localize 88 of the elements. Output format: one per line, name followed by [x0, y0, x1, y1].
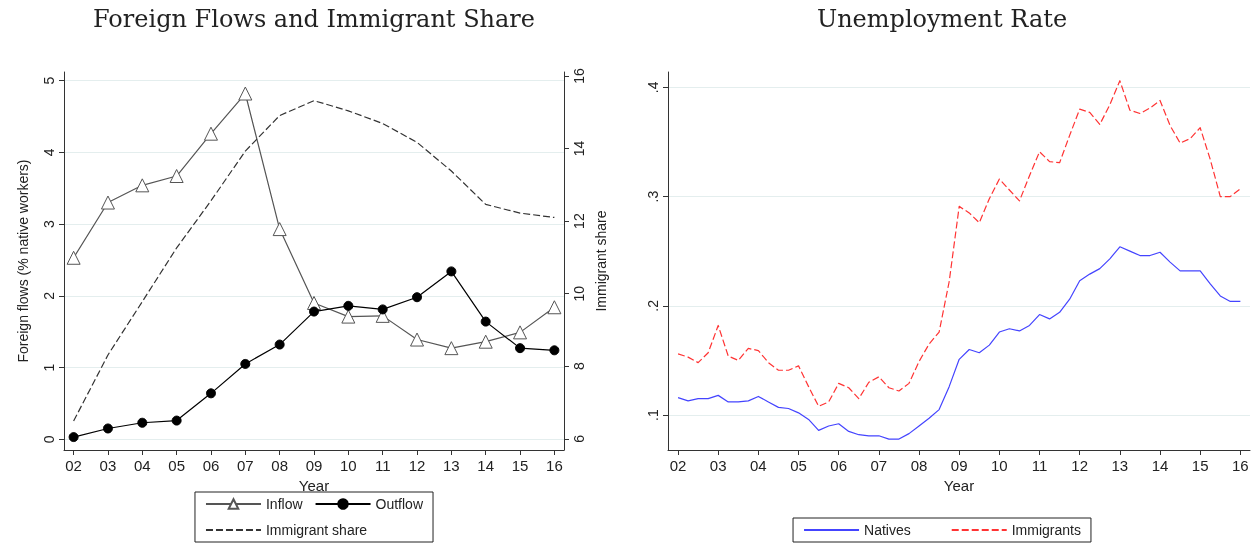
legend-label: Immigrant share [265, 522, 368, 538]
point [515, 343, 526, 354]
x-tick-label: 09 [305, 457, 323, 474]
point [309, 306, 319, 317]
chart-title: Foreign Flows and Immigrant Share [92, 5, 536, 33]
x-tick-label: 16 [546, 457, 563, 474]
x-tick-label: 02 [669, 457, 687, 474]
x-tick-label: 08 [271, 457, 288, 474]
legend-label: Natives [864, 522, 911, 538]
x-tick-label: 05 [790, 457, 807, 474]
x-tick-label: 14 [477, 457, 495, 474]
x-tick-label: 10 [340, 457, 357, 474]
point [205, 388, 216, 399]
y-tick-label: .2 [645, 299, 661, 312]
x-tick-label: 06 [202, 457, 220, 474]
x-tick-label: 12 [408, 457, 426, 474]
point [100, 195, 115, 210]
x-tick-label: 10 [991, 457, 1008, 474]
line-series [677, 80, 1241, 407]
x-tick-label: 07 [870, 457, 888, 474]
point [412, 292, 423, 303]
y-tick-label: .1 [645, 408, 661, 421]
x-tick-label: 16 [1232, 457, 1249, 474]
y-tick-label: .3 [645, 190, 661, 203]
point [68, 432, 79, 443]
point [480, 316, 491, 327]
x-tick-label: 15 [1191, 457, 1209, 474]
x-tick-label: 04 [133, 457, 151, 474]
line-series [677, 246, 1241, 440]
point [444, 341, 459, 356]
x-tick-label: 03 [99, 457, 117, 474]
y-tick-label: 3 [41, 219, 57, 228]
point [377, 304, 388, 315]
point [547, 300, 562, 315]
legend-label: Immigrants [1011, 522, 1081, 538]
x-axis-title: Year [298, 476, 330, 494]
y-tick-label: 2 [41, 291, 57, 300]
y2-tick-label: 8 [571, 362, 587, 371]
y2-tick-label: 14 [571, 140, 587, 157]
point [274, 339, 285, 350]
y-tick-label: .4 [645, 81, 661, 94]
point [446, 266, 457, 277]
x-axis-title: Year [943, 476, 975, 494]
legend-label: Inflow [265, 496, 304, 512]
legend-label: Outflow [375, 496, 424, 512]
chart-title: Unemployment Rate [816, 5, 1068, 33]
line-series [73, 100, 555, 422]
x-tick-label: 02 [65, 457, 82, 474]
y-tick-label: 1 [41, 363, 57, 372]
point [169, 169, 184, 183]
point [203, 126, 218, 141]
y2-tick-label: 6 [571, 434, 587, 443]
x-tick-label: 13 [1111, 457, 1129, 474]
x-tick-label: 11 [1031, 457, 1048, 474]
point [343, 300, 354, 311]
x-tick-label: 11 [374, 457, 391, 474]
point [137, 417, 148, 428]
point [102, 423, 113, 434]
point [135, 178, 150, 193]
x-tick-label: 15 [511, 457, 529, 474]
point [272, 222, 287, 237]
x-tick-label: 08 [910, 457, 928, 474]
y-tick-label: 5 [41, 76, 57, 85]
y2-tick-label: 10 [571, 285, 587, 302]
point [238, 86, 253, 101]
y2-axis-title: Immigrant share [592, 210, 609, 312]
x-tick-label: 03 [709, 457, 727, 474]
x-tick-label: 09 [950, 457, 968, 474]
point [410, 332, 425, 347]
x-tick-label: 04 [750, 457, 767, 474]
x-tick-label: 07 [236, 457, 254, 474]
y-tick-label: 0 [41, 435, 57, 444]
point [240, 358, 251, 369]
y2-tick-label: 16 [571, 67, 587, 84]
y2-tick-label: 12 [571, 213, 587, 229]
y-tick-label: 4 [41, 148, 57, 157]
point [478, 334, 493, 349]
x-tick-label: 06 [830, 457, 848, 474]
x-tick-label: 05 [168, 457, 185, 474]
x-tick-label: 12 [1071, 457, 1089, 474]
point [171, 415, 182, 426]
point [66, 250, 81, 265]
point [341, 309, 356, 324]
x-tick-label: 14 [1151, 457, 1169, 474]
y-axis-title: Foreign flows (% native workers) [15, 159, 31, 363]
point [513, 325, 528, 340]
x-tick-label: 13 [443, 457, 460, 474]
point [549, 345, 560, 356]
